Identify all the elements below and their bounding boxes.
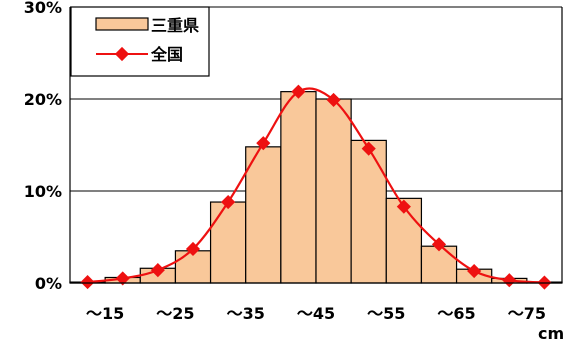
axes xyxy=(69,7,563,284)
bar-series-mie xyxy=(69,91,563,284)
y-tick-label: 0% xyxy=(35,274,62,293)
x-tick-label: ～65 xyxy=(437,304,475,323)
bar xyxy=(350,139,387,284)
national-marker xyxy=(467,263,482,279)
national-marker xyxy=(502,273,517,288)
national-marker xyxy=(80,275,95,290)
bar xyxy=(209,201,247,284)
y-tick-label: 30% xyxy=(24,0,62,17)
line-series-national xyxy=(80,84,552,290)
national-marker xyxy=(291,84,306,99)
national-line xyxy=(87,87,545,284)
national-marker xyxy=(221,194,236,210)
x-axis-unit: cm xyxy=(538,324,564,343)
national-marker xyxy=(150,263,165,278)
bar xyxy=(315,98,352,284)
x-tick-label: ～15 xyxy=(86,304,124,323)
x-tick-label: ～25 xyxy=(156,304,194,323)
national-marker xyxy=(396,199,411,214)
x-tick-label: ～45 xyxy=(297,304,335,323)
national-marker xyxy=(326,92,341,107)
x-tick-label: ～35 xyxy=(227,304,265,323)
y-tick-label: 20% xyxy=(24,90,62,109)
national-marker xyxy=(256,136,271,151)
bar xyxy=(245,146,282,284)
bar xyxy=(420,245,458,284)
x-tick-labels: ～15 ～25 ～35 ～45 ～55 ～65 ～75 xyxy=(86,304,546,323)
legend-label-mie: 三重県 xyxy=(151,16,199,35)
national-marker xyxy=(361,141,376,156)
national-marker xyxy=(115,271,130,286)
y-tick-label: 10% xyxy=(24,182,62,201)
legend-swatch-mie xyxy=(95,17,149,31)
legend: 三重県 全国 xyxy=(70,6,210,77)
national-marker xyxy=(431,237,447,252)
x-tick-label: ～75 xyxy=(508,304,546,323)
legend-label-national: 全国 xyxy=(150,45,183,64)
x-tick-label: ～55 xyxy=(367,304,405,323)
bar xyxy=(280,91,317,284)
y-tick-labels: 30% 20% 10% 0% xyxy=(24,0,62,293)
national-marker xyxy=(185,241,201,257)
